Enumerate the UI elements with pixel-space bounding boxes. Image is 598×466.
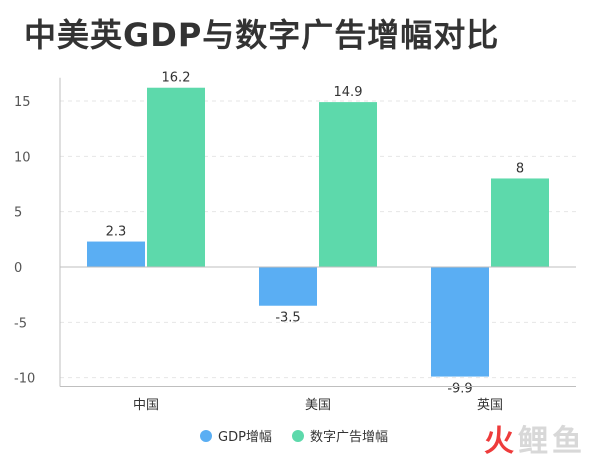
y-tick-label: 10 [14, 150, 31, 165]
y-tick-label: 0 [14, 261, 22, 276]
bar-digital-ad [491, 178, 549, 267]
legend-label: GDP增幅 [218, 430, 272, 445]
legend-marker [200, 430, 212, 442]
data-label: 16.2 [162, 71, 191, 86]
bar-gdp [87, 241, 145, 267]
bar-gdp [259, 267, 317, 306]
bar-gdp [431, 267, 489, 377]
legend-label: 数字广告增幅 [310, 430, 388, 445]
bar-digital-ad [147, 87, 205, 267]
data-label: 14.9 [334, 85, 363, 100]
y-tick-label: 15 [14, 95, 31, 110]
bar-digital-ad [319, 102, 377, 268]
y-tick-label: 5 [14, 206, 22, 221]
y-tick-label: -10 [14, 372, 35, 387]
y-tick-label: -5 [14, 316, 27, 331]
x-tick-label: 英国 [477, 398, 503, 413]
legend-marker [292, 430, 304, 442]
watermark-logo: 火鲤鱼 [484, 424, 586, 459]
x-tick-label: 美国 [305, 398, 331, 413]
data-label: 2.3 [106, 225, 127, 240]
data-label: -9.9 [447, 382, 472, 397]
chart-title: 中美英GDP与数字广告增幅对比 [24, 16, 500, 54]
data-label: 8 [516, 161, 524, 176]
x-tick-label: 中国 [133, 398, 159, 413]
data-label: -3.5 [275, 311, 300, 326]
